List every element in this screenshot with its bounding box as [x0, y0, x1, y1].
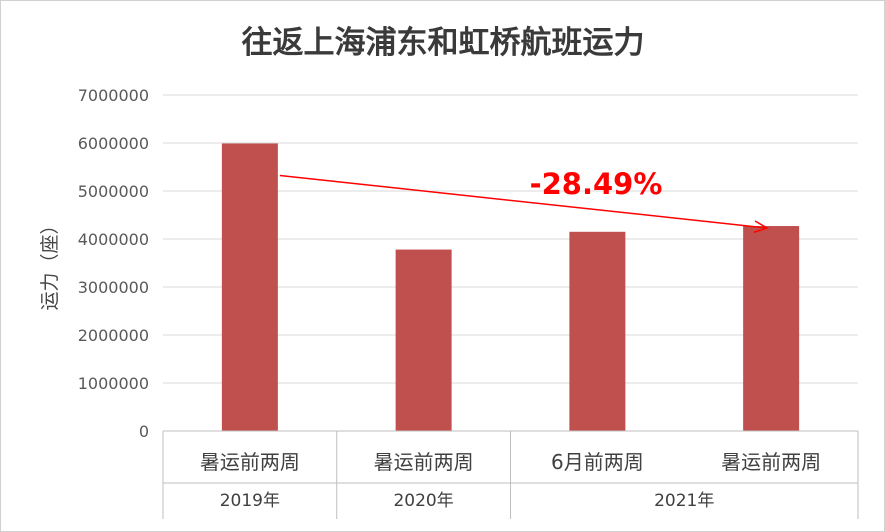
- y-axis-label: 运力（座）: [39, 215, 61, 310]
- y-tick-label: 1000000: [78, 374, 149, 393]
- chart-title: 往返上海浦东和虹桥航班运力: [242, 25, 645, 61]
- x-tick-label: 暑运前两周: [200, 450, 300, 474]
- x-tick-label: 6月前两周: [551, 450, 644, 474]
- group-label: 2019年: [220, 491, 280, 511]
- annotation-arrow: [279, 174, 768, 229]
- y-tick-label: 6000000: [78, 134, 149, 153]
- bar: [743, 226, 800, 431]
- y-tick-label: 3000000: [78, 278, 149, 297]
- y-tick-label: 5000000: [78, 182, 149, 201]
- y-tick-label: 2000000: [78, 326, 149, 345]
- x-tick-label: 暑运前两周: [374, 450, 474, 474]
- y-tick-label: 4000000: [78, 230, 149, 249]
- annotation-arrowhead: [753, 220, 769, 234]
- y-tick-label: 7000000: [78, 86, 149, 105]
- bar: [221, 143, 278, 432]
- annotation-label: -28.49%: [530, 167, 663, 201]
- group-label: 2020年: [393, 491, 453, 511]
- bar: [395, 249, 452, 431]
- group-label: 2021年: [654, 491, 714, 511]
- y-tick-label: 0: [139, 422, 149, 441]
- x-tick-label: 暑运前两周: [721, 450, 821, 474]
- bar: [569, 231, 626, 431]
